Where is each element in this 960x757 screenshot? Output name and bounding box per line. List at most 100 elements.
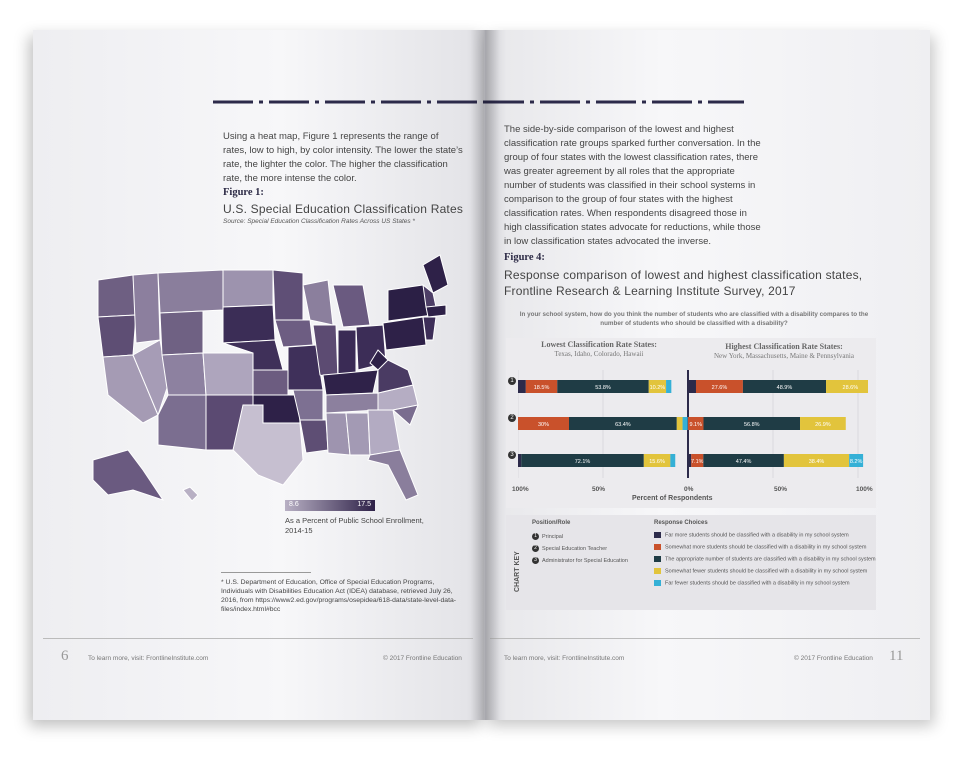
label-lowest-row2-appropriate: 63.4% [615, 422, 631, 428]
bar-highest-row1-far_more [688, 380, 696, 393]
swatch-appropriate [654, 556, 661, 562]
bar-highest-row1-somewhat_fewer [826, 380, 868, 393]
label-lowest-row2-somewhat_more: 30% [538, 422, 549, 428]
label-highest-row1-somewhat_fewer: 28.6% [843, 385, 859, 391]
survey-question: In your school system, how do you think … [519, 311, 869, 327]
state-mn [272, 269, 304, 321]
bar-lowest-row1-far_fewer [666, 380, 672, 393]
left-copyright: © 2017 Frontline Education [383, 655, 462, 662]
legend-max-value: 17.5 [357, 501, 371, 508]
state-sd [222, 304, 276, 344]
state-sc [391, 404, 419, 426]
bar-highest-row3-somewhat_fewer [783, 454, 850, 467]
right-page-number: 11 [889, 648, 904, 664]
state-or [97, 314, 137, 358]
label-lowest-row3-somewhat_fewer: 15.6% [649, 459, 665, 465]
bar-lowest-row2-appropriate [569, 417, 677, 430]
bar-highest-row1-appropriate [742, 380, 827, 393]
bar-highest-row3-somewhat_more [691, 454, 704, 467]
label-highest-row1-somewhat_more: 27.6% [712, 385, 728, 391]
state-wv [369, 349, 389, 371]
roles-heading: Position/Role [532, 520, 571, 526]
state-ks [252, 369, 289, 396]
heatmap-legend-bar: 8.6 17.5 [285, 500, 375, 511]
state-wy [159, 310, 204, 356]
state-wa-or [97, 274, 137, 318]
left-page: Using a heat map, Figure 1 represents th… [33, 30, 485, 720]
figure-4-title-line-2: Frontline Research & Learning Institute … [504, 284, 796, 298]
bar-lowest-row3-far_fewer [670, 454, 676, 467]
row-number-2: 2 [508, 414, 516, 422]
x-tick-0: 100% [512, 486, 529, 493]
legend-caption: As a Percent of Public School Enrollment… [285, 516, 424, 535]
state-mt [157, 269, 224, 314]
bar-highest-row3-far_fewer [849, 454, 864, 467]
x-axis-label: Percent of Respondents [632, 495, 713, 502]
state-al [345, 412, 371, 456]
role-administrator: 3 Administrator for Special Education [532, 557, 628, 564]
decorative-dash-line-right [484, 100, 744, 104]
role-principal: 1 Principal [532, 533, 563, 540]
bar-lowest-row1-somewhat_fewer [648, 380, 667, 393]
left-footer-link[interactable]: To learn more, visit: FrontlineInstitute… [88, 655, 209, 662]
highest-group-states: New York, Massachusetts, Maine & Pennsyl… [714, 352, 854, 360]
state-nd [222, 269, 274, 308]
state-mi [332, 284, 371, 328]
alaska-hawaii [92, 449, 199, 502]
label-lowest-row1-appropriate: 53.8% [595, 385, 611, 391]
choice-far-fewer: Far fewer students should be classified … [654, 580, 850, 586]
bar-highest-row2-appropriate [703, 417, 801, 430]
bar-highest-row2-somewhat_more [688, 417, 704, 430]
label-highest-row3-somewhat_more: 7.1% [691, 459, 704, 465]
role-2-badge: 2 [532, 545, 539, 552]
footnote-text: * U.S. Department of Education, Office o… [221, 579, 456, 613]
highest-group-title: Highest Classification Rate States: [725, 342, 843, 351]
label-highest-row2-somewhat_fewer: 26.9% [815, 422, 831, 428]
role-sped-teacher: 2 Special Education Teacher [532, 545, 607, 552]
left-page-number: 6 [61, 648, 69, 664]
bar-highest-row2-somewhat_fewer [800, 417, 846, 430]
bar-lowest-row3-far_more [518, 454, 522, 467]
bar-lowest-row1-appropriate [557, 380, 649, 393]
bar-highest-row3-far_more [688, 454, 692, 467]
label-highest-row3-somewhat_fewer: 38.4% [809, 459, 825, 465]
figure-4-label: Figure 4: [504, 252, 545, 263]
chart-key-title: CHART KEY [514, 551, 521, 592]
state-hi [182, 486, 199, 502]
right-copyright: © 2017 Frontline Education [794, 655, 873, 662]
bar-highest-row3-appropriate [703, 454, 784, 467]
right-footer-divider [490, 638, 920, 639]
role-1-badge: 1 [532, 533, 539, 540]
label-lowest-row1-somewhat_fewer: 10.2% [650, 385, 666, 391]
x-tick-3: 50% [774, 486, 788, 493]
figure-1-label: Figure 1: [223, 187, 264, 198]
row-number-3: 3 [508, 451, 516, 459]
label-highest-row2-somewhat_more: 9.1% [689, 422, 702, 428]
label-highest-row3-appropriate: 47.4% [736, 459, 752, 465]
state-wi [302, 279, 334, 326]
state-in [337, 329, 357, 376]
bar-lowest-row3-appropriate [521, 454, 644, 467]
right-footer-link[interactable]: To learn more, visit: FrontlineInstitute… [504, 655, 625, 662]
decorative-dash-line [213, 100, 485, 104]
choice-somewhat-fewer: Somewhat fewer students should be classi… [654, 568, 867, 574]
state-ut [161, 352, 207, 396]
legend-min-value: 8.6 [289, 501, 299, 508]
swatch-somewhat-more [654, 544, 661, 550]
us-heat-map [92, 254, 448, 502]
label-highest-row1-appropriate: 48.9% [777, 385, 793, 391]
bar-lowest-row2-somewhat_fewer [676, 417, 683, 430]
right-page: The side-by-side comparison of the lowes… [484, 30, 930, 720]
state-me [422, 254, 448, 294]
left-footer-divider [43, 638, 473, 639]
state-fl [367, 449, 419, 501]
x-tick-4: 100% [856, 486, 873, 493]
right-intro-text: The side-by-side comparison of the lowes… [504, 124, 761, 247]
left-intro-text: Using a heat map, Figure 1 represents th… [223, 131, 463, 184]
bar-lowest-row3-somewhat_fewer [643, 454, 671, 467]
bar-lowest-row1-somewhat_more [525, 380, 558, 393]
bar-highest-row1-somewhat_more [695, 380, 743, 393]
label-highest-row2-appropriate: 56.8% [744, 422, 760, 428]
figure-1-source: Source: Special Education Classification… [223, 218, 415, 225]
